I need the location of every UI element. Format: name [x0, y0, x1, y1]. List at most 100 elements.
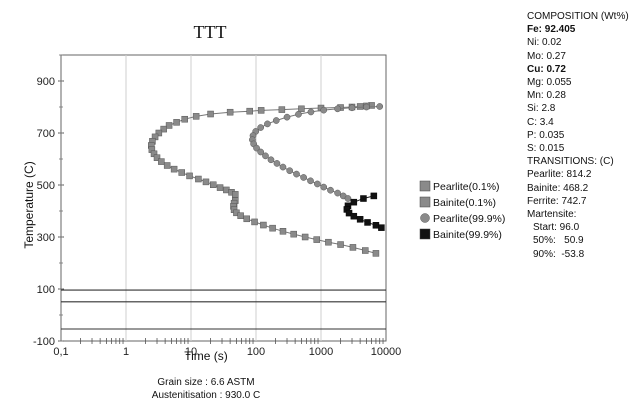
legend-marker	[420, 213, 430, 223]
transition-ferrite: Ferrite: 742.7	[527, 195, 587, 207]
data-point	[226, 108, 234, 116]
y-tick-label: 500	[37, 180, 55, 192]
composition-mn: Mn: 0.28	[527, 90, 566, 102]
data-point	[376, 103, 384, 110]
data-point	[216, 184, 224, 191]
data-point	[279, 228, 287, 235]
data-point	[300, 174, 307, 181]
data-point	[363, 103, 370, 111]
grid-layer	[125, 55, 322, 341]
chart-title: TTT	[194, 22, 227, 42]
y-tick-label: -100	[33, 336, 55, 348]
data-point	[356, 103, 364, 110]
grain-size-text: Grain size : 6.6 ASTM	[157, 377, 254, 388]
data-point	[307, 108, 315, 116]
data-point	[378, 224, 385, 231]
data-point	[286, 167, 294, 175]
data-point	[262, 152, 269, 160]
y-tick-label: 900	[37, 76, 55, 88]
data-point	[173, 119, 180, 126]
martensite-90: 90%: -53.8	[533, 248, 585, 260]
data-point	[298, 105, 305, 113]
data-point	[283, 113, 291, 121]
martensite-lines	[61, 289, 386, 330]
data-point	[372, 222, 380, 229]
data-point	[314, 180, 321, 188]
data-point	[360, 195, 367, 202]
martensite-start: Start: 96.0	[533, 222, 580, 234]
data-point	[243, 215, 250, 223]
data-point	[348, 104, 356, 112]
x-tick-label: 10000	[371, 346, 402, 358]
data-point	[320, 106, 328, 114]
data-point	[207, 110, 214, 118]
legend-label: Pearlite(0.1%)	[433, 181, 500, 193]
composition-p: P: 0.035	[527, 129, 565, 141]
data-point	[295, 110, 302, 118]
data-point	[325, 238, 332, 246]
x-tick-label: 1	[123, 346, 129, 358]
transition-bainite: Bainite: 468.2	[527, 182, 589, 194]
x-axis-title: Time (s)	[184, 349, 228, 363]
data-point	[356, 216, 364, 223]
legend-marker	[419, 196, 431, 208]
data-point	[334, 105, 341, 113]
legend-label: Bainite(0.1%)	[433, 197, 496, 209]
data-point	[293, 170, 300, 178]
y-axis-title: Temperature (C)	[22, 161, 36, 248]
composition-mo: Mo: 0.27	[527, 50, 566, 62]
transitions-header: TRANSITIONS: (C)	[527, 156, 614, 168]
x-tick-label: 0,1	[53, 346, 68, 358]
data-point	[257, 107, 265, 114]
legend: Pearlite(0.1%) Bainite(0.1%) Pearlite(99.9…	[419, 180, 505, 241]
data-point	[290, 230, 297, 238]
legend-label: Bainite(99.9%)	[433, 229, 502, 241]
data-point	[163, 162, 171, 169]
data-point	[301, 233, 309, 241]
data-point	[350, 198, 358, 206]
data-point	[267, 156, 275, 164]
data-point	[362, 247, 369, 254]
data-point	[181, 115, 188, 123]
data-point	[158, 158, 165, 165]
data-point	[327, 186, 334, 194]
data-point	[251, 218, 258, 226]
data-point	[178, 169, 185, 176]
composition-c: C: 3.4	[527, 116, 554, 128]
data-point	[264, 120, 271, 128]
info-panel: COMPOSITION (Wt%) Fe: 92.405 Ni: 0.02 Mo…	[527, 10, 641, 261]
composition-mg: Mg: 0.055	[527, 77, 572, 89]
data-point	[237, 212, 244, 219]
data-point	[278, 106, 286, 113]
data-point	[160, 125, 167, 133]
y-tick-label: 100	[37, 284, 55, 296]
data-point	[334, 189, 341, 197]
series-layer	[148, 102, 385, 257]
data-point	[272, 117, 280, 124]
martensite-50: 50%: 50.9	[533, 235, 584, 247]
data-point	[192, 113, 200, 120]
data-point	[364, 219, 371, 226]
data-point	[246, 107, 253, 115]
data-point	[320, 183, 328, 191]
data-point	[313, 236, 320, 243]
composition-si: Si: 2.8	[527, 103, 556, 115]
data-point	[153, 154, 161, 161]
composition-fe: Fe: 92.405	[527, 24, 576, 36]
data-point	[344, 195, 352, 202]
data-point	[273, 160, 281, 167]
y-tick-label: 300	[37, 232, 55, 244]
data-point	[350, 212, 358, 220]
legend-label: Pearlite(99.9%)	[433, 213, 505, 225]
data-point	[170, 165, 178, 173]
composition-s: S: 0.015	[527, 143, 565, 155]
transition-pearlite: Pearlite: 814.2	[527, 169, 592, 181]
data-point	[269, 224, 276, 232]
data-point	[202, 178, 210, 186]
legend-marker	[419, 180, 431, 192]
martensite-header: Martensite:	[527, 209, 577, 221]
x-tick-label: 100	[247, 346, 265, 358]
composition-cu: Cu: 0.72	[527, 63, 566, 75]
x-tick-label: 10	[185, 346, 197, 358]
